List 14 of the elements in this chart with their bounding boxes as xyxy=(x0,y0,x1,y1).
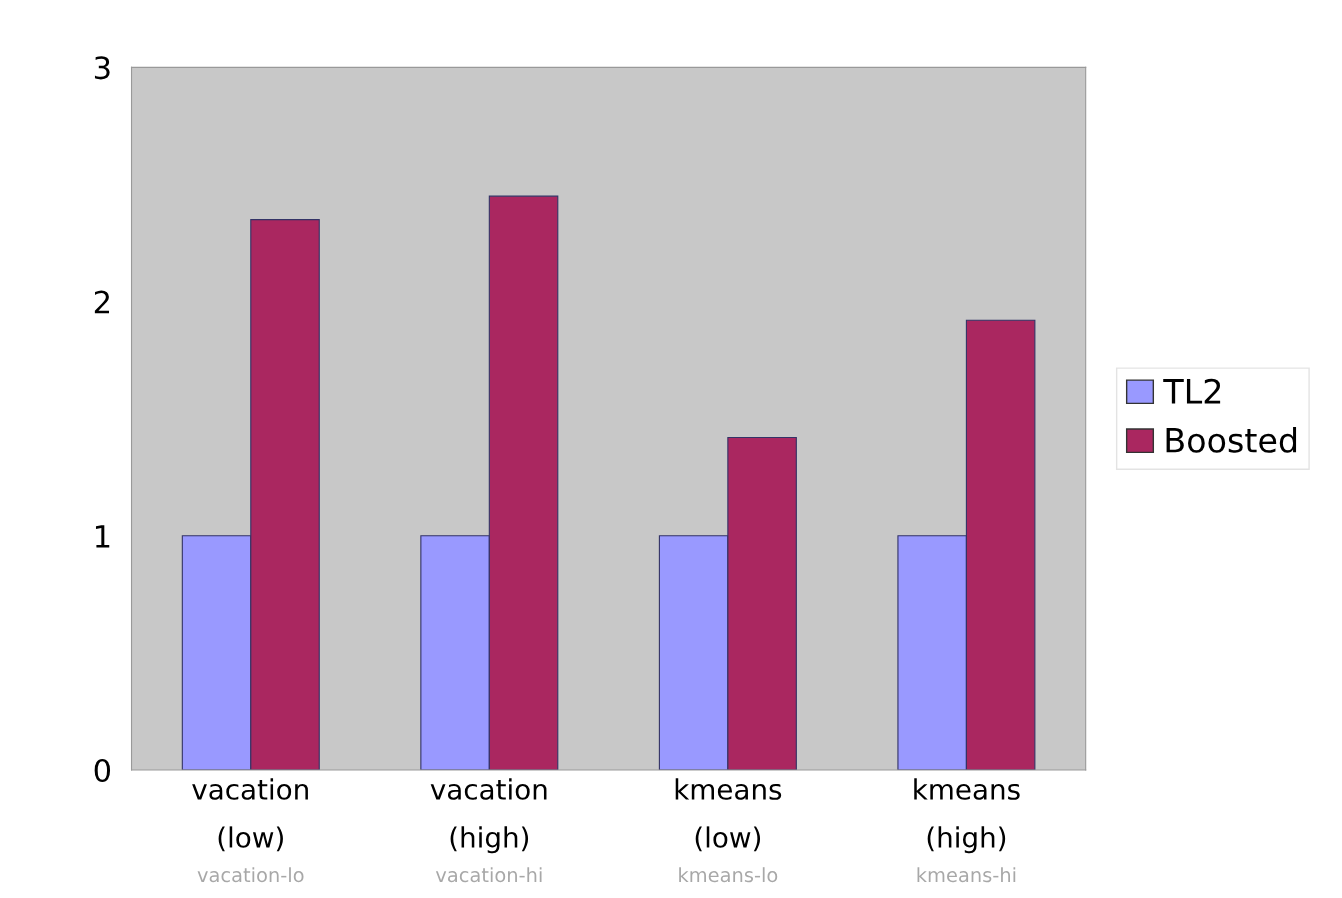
text: kmeans-hi xyxy=(917,867,1016,883)
x-tick-label: vacation (high) xyxy=(430,778,547,854)
legend-label: TL2 xyxy=(1163,378,1221,404)
x-tick-label: vacation (low) xyxy=(192,778,308,852)
text: vacation-lo xyxy=(197,867,304,883)
y-tick-label: 2 xyxy=(94,290,110,314)
y-tick-label: 1 xyxy=(95,525,110,548)
y-tick-label: 0 xyxy=(94,758,111,783)
legend-label: Boosted xyxy=(1166,427,1297,453)
text: vacation-hi xyxy=(435,867,542,883)
x-tick-label: kmeans (low) xyxy=(675,778,782,852)
text: kmeans-lo xyxy=(679,867,778,883)
x-tick-label: kmeans (high) xyxy=(914,778,1020,854)
y-tick-label: 3 xyxy=(94,56,110,80)
